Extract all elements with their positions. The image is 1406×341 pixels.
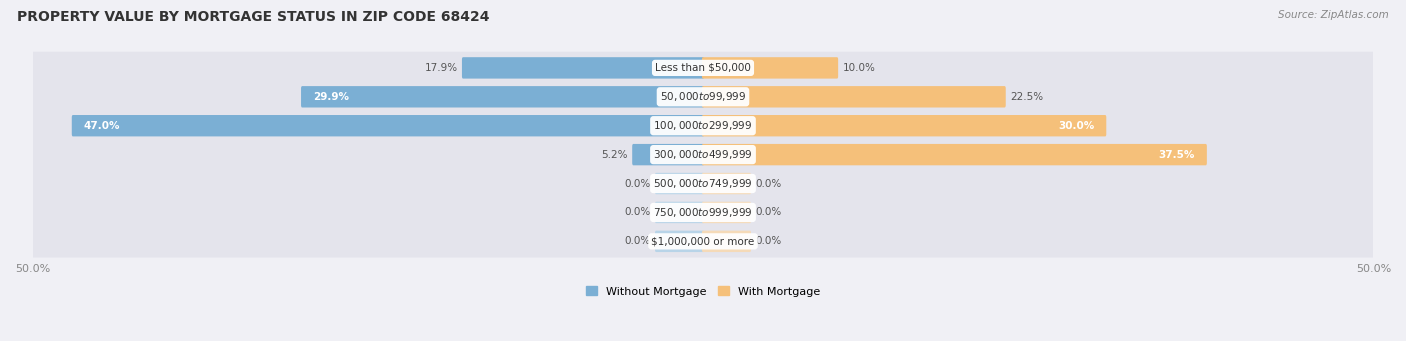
FancyBboxPatch shape	[655, 202, 704, 223]
Text: 47.0%: 47.0%	[83, 121, 120, 131]
Text: 10.0%: 10.0%	[842, 63, 876, 73]
FancyBboxPatch shape	[31, 80, 1375, 113]
Text: $500,000 to $749,999: $500,000 to $749,999	[654, 177, 752, 190]
FancyBboxPatch shape	[31, 138, 1375, 171]
Legend: Without Mortgage, With Mortgage: Without Mortgage, With Mortgage	[582, 282, 824, 301]
Text: 0.0%: 0.0%	[624, 236, 651, 246]
FancyBboxPatch shape	[72, 115, 704, 136]
FancyBboxPatch shape	[31, 225, 1375, 257]
Text: 22.5%: 22.5%	[1010, 92, 1043, 102]
Text: PROPERTY VALUE BY MORTGAGE STATUS IN ZIP CODE 68424: PROPERTY VALUE BY MORTGAGE STATUS IN ZIP…	[17, 10, 489, 24]
Text: $1,000,000 or more: $1,000,000 or more	[651, 236, 755, 246]
FancyBboxPatch shape	[702, 202, 751, 223]
Text: $100,000 to $299,999: $100,000 to $299,999	[654, 119, 752, 132]
FancyBboxPatch shape	[301, 86, 704, 107]
Text: 37.5%: 37.5%	[1159, 150, 1195, 160]
FancyBboxPatch shape	[31, 196, 1375, 228]
Text: 0.0%: 0.0%	[755, 179, 782, 189]
Text: 0.0%: 0.0%	[624, 179, 651, 189]
FancyBboxPatch shape	[31, 167, 1375, 200]
Text: Less than $50,000: Less than $50,000	[655, 63, 751, 73]
Text: 5.2%: 5.2%	[602, 150, 628, 160]
FancyBboxPatch shape	[655, 231, 704, 252]
Text: Source: ZipAtlas.com: Source: ZipAtlas.com	[1278, 10, 1389, 20]
FancyBboxPatch shape	[31, 52, 1375, 84]
FancyBboxPatch shape	[655, 173, 704, 194]
FancyBboxPatch shape	[702, 144, 1206, 165]
FancyBboxPatch shape	[633, 144, 704, 165]
Text: 0.0%: 0.0%	[755, 207, 782, 218]
Text: 17.9%: 17.9%	[425, 63, 457, 73]
Text: 29.9%: 29.9%	[314, 92, 349, 102]
Text: 0.0%: 0.0%	[624, 207, 651, 218]
Text: $300,000 to $499,999: $300,000 to $499,999	[654, 148, 752, 161]
FancyBboxPatch shape	[702, 57, 838, 78]
Text: $750,000 to $999,999: $750,000 to $999,999	[654, 206, 752, 219]
FancyBboxPatch shape	[463, 57, 704, 78]
Text: $50,000 to $99,999: $50,000 to $99,999	[659, 90, 747, 103]
FancyBboxPatch shape	[702, 173, 751, 194]
FancyBboxPatch shape	[702, 86, 1005, 107]
Text: 30.0%: 30.0%	[1059, 121, 1094, 131]
Text: 0.0%: 0.0%	[755, 236, 782, 246]
FancyBboxPatch shape	[702, 115, 1107, 136]
FancyBboxPatch shape	[702, 231, 751, 252]
FancyBboxPatch shape	[31, 109, 1375, 142]
